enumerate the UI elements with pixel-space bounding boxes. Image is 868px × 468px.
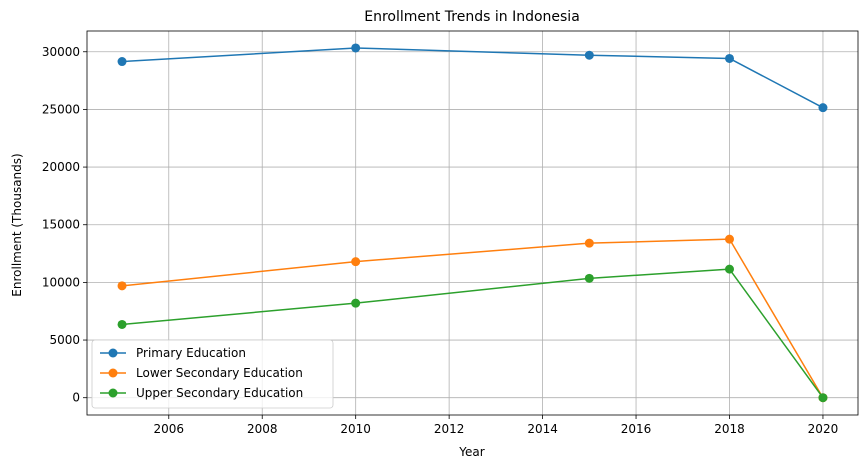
axes: 2006 2008 2010 2012 2014 2016 2018 2020 0 5000 100… [42,45,838,436]
data-point-primary-education [818,103,828,113]
series-layer [117,43,828,403]
legend-box [91,339,334,409]
data-point-upper-secondary-education [584,273,594,283]
legend-label: Primary Education [136,346,246,360]
data-point-lower-secondary-education [725,234,734,244]
x-tick-label: 2012 [434,422,465,436]
series-primary-education [117,43,828,113]
legend-item: Upper Secondary Education [100,386,303,400]
x-tick-label: 2014 [527,422,558,436]
data-point-upper-secondary-education [117,319,127,329]
chart-title: Enrollment Trends in Indonesia [364,9,580,25]
data-point-primary-education [584,50,594,60]
y-axis-title: Enrollment (Thousands) [10,153,24,296]
legend-marker [108,388,118,398]
data-point-lower-secondary-education [351,257,361,267]
data-point-primary-education [117,57,127,67]
legend-marker [108,348,118,358]
y-tick-label: 20000 [42,160,80,174]
series-upper-secondary-education [117,264,828,403]
data-point-upper-secondary-education [351,298,361,308]
data-point-upper-secondary-education [725,264,734,274]
plot-frame [86,30,859,416]
legend-item: Lower Secondary Education [100,366,303,380]
x-tick-label: 2018 [714,422,745,436]
y-tick-label: 0 [72,391,80,405]
data-point-lower-secondary-education [117,281,127,291]
legend-label: Lower Secondary Education [136,366,303,380]
x-tick-label: 2008 [247,422,278,436]
legend: Primary Education Lower Secondary Educati… [91,339,334,409]
x-tick-label: 2010 [340,422,371,436]
y-tick-label: 30000 [42,45,80,59]
legend-label: Upper Secondary Education [136,386,303,400]
x-tick-label: 2006 [153,422,184,436]
data-point-primary-education [351,43,361,53]
x-axis-title: Year [458,445,484,459]
legend-item: Primary Education [100,346,246,360]
x-tick-label: 2020 [808,422,839,436]
y-tick-label: 15000 [42,218,80,232]
data-point-upper-secondary-education [818,393,828,403]
data-point-lower-secondary-education [584,238,594,248]
y-tick-label: 10000 [42,275,80,289]
x-tick-label: 2016 [621,422,652,436]
y-tick-label: 25000 [42,102,80,116]
legend-marker [108,368,118,378]
data-point-primary-education [725,53,734,63]
y-tick-label: 5000 [49,333,80,347]
